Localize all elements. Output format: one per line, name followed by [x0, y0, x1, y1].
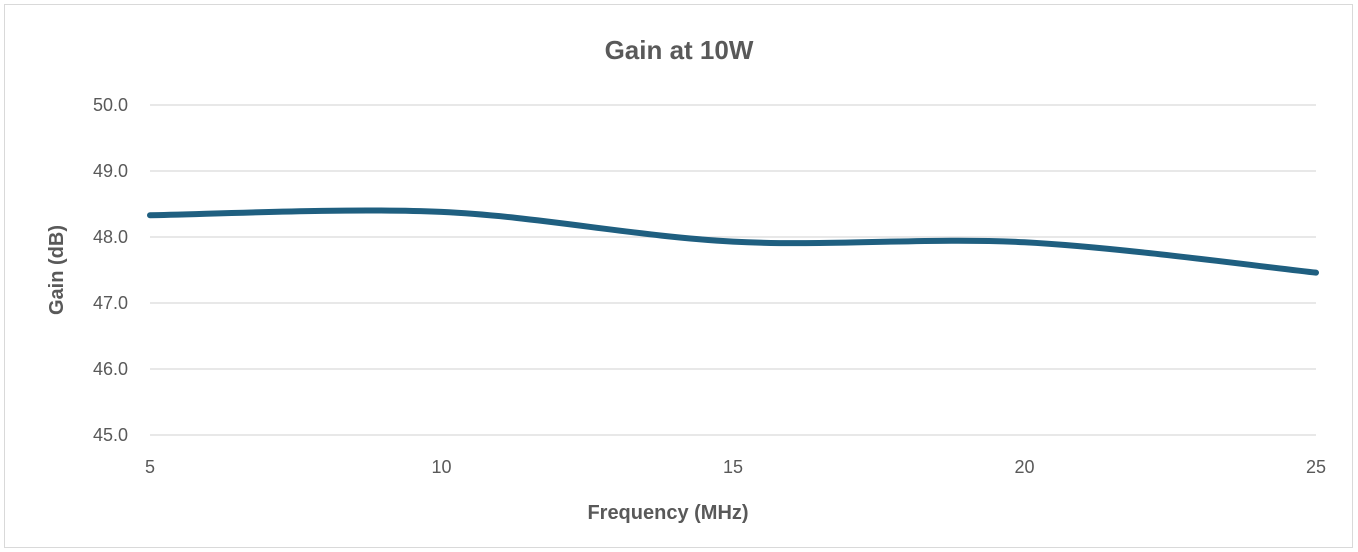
x-tick-label: 15: [723, 457, 743, 477]
y-tick-label: 45.0: [93, 425, 128, 445]
x-tick-label: 25: [1306, 457, 1326, 477]
x-tick-label: 10: [431, 457, 451, 477]
series-layer: [147, 207, 1319, 276]
chart-title: Gain at 10W: [605, 35, 754, 65]
x-axis-title: Frequency (MHz): [587, 502, 748, 524]
x-tick-label: 5: [145, 457, 155, 477]
x-tick-label: 20: [1014, 457, 1034, 477]
chart-frame: [4, 4, 1353, 548]
tick-labels: 45.0 46.0 47.0 48.0 49.0 50.0 5 10 15 20 25: [93, 95, 1326, 477]
y-tick-label: 46.0: [93, 359, 128, 379]
series-line-0: [147, 207, 1319, 276]
y-axis-title: Gain (dB): [46, 225, 68, 315]
y-tick-label: 49.0: [93, 161, 128, 181]
gridlines: [150, 104, 1316, 436]
y-tick-label: 50.0: [93, 95, 128, 115]
y-tick-label: 48.0: [93, 227, 128, 247]
y-tick-label: 47.0: [93, 293, 128, 313]
